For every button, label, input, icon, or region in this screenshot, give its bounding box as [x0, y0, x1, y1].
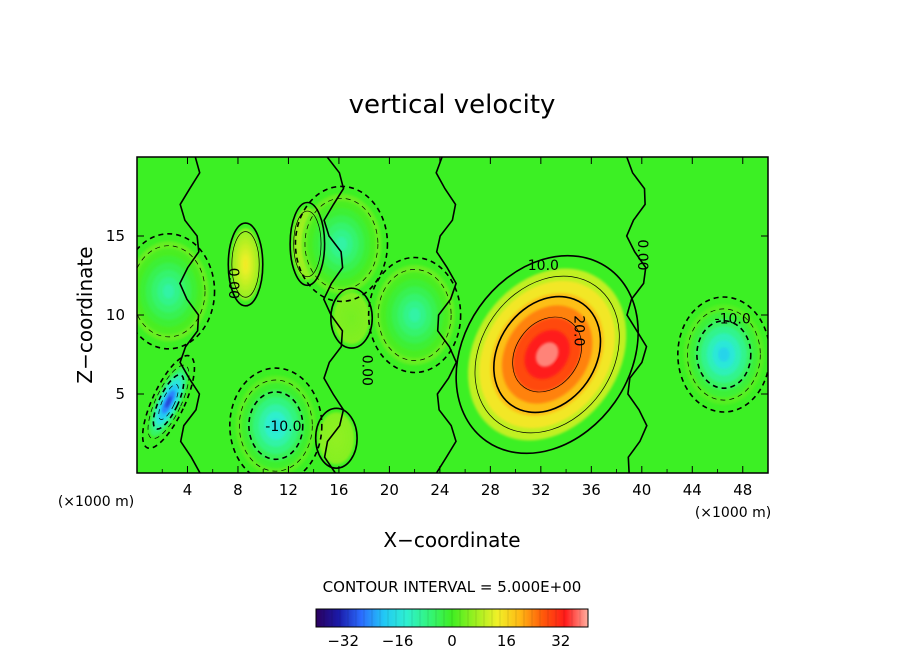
contour-line — [227, 222, 264, 307]
x-tick-label: 36 — [582, 481, 601, 499]
chart-title: vertical velocity — [349, 90, 556, 120]
contour-line — [304, 197, 379, 290]
contour-line — [293, 210, 322, 278]
contour-line — [367, 256, 462, 374]
field-shade — [270, 418, 282, 433]
contour-label-group: -10.0 — [265, 419, 301, 435]
colorbar: −32 −16 0 16 32 — [315, 608, 589, 650]
contour-label-group: 0.00 — [634, 239, 650, 270]
contour-label: -10.0 — [265, 419, 301, 435]
contour-interval-label: CONTOUR INTERVAL = 5.000E+00 — [323, 578, 582, 596]
zero-contour — [179, 157, 201, 473]
contour-line — [238, 379, 313, 472]
y-unit-label: (×1000 m) — [58, 494, 134, 510]
colorbar-tick-label: 0 — [447, 632, 457, 650]
contour-line — [152, 373, 185, 430]
contour-lines — [137, 157, 768, 473]
y-tick-label: 5 — [115, 385, 125, 403]
x-tick-label: 44 — [683, 481, 702, 499]
x-tick-label: 8 — [233, 481, 243, 499]
colorbar-tick-label: −32 — [327, 632, 359, 650]
y-axis-title: Z−coordinate — [73, 246, 97, 383]
field-shade — [348, 314, 355, 322]
colorbar-gradient — [316, 609, 588, 627]
y-tick-label: 10 — [106, 306, 125, 324]
contour-line — [141, 354, 196, 450]
field-shade — [333, 434, 339, 442]
contour-label: 20.0 — [571, 315, 587, 346]
contour-line — [474, 275, 620, 434]
colorbar-frame — [315, 608, 589, 628]
x-tick-label: 16 — [329, 481, 348, 499]
zero-contour — [322, 157, 345, 473]
contour-line — [294, 185, 389, 303]
x-tick-label: 48 — [733, 481, 752, 499]
x-tick-label: 24 — [430, 481, 449, 499]
contour-label: 10.0 — [528, 258, 559, 274]
plot-area: 10.020.00.000.000.00-10.0-10.0 4 8 12 16 20 2… — [106, 156, 769, 499]
field-shade — [243, 259, 248, 270]
x-tick-label: 12 — [279, 481, 298, 499]
contour-line — [455, 254, 639, 455]
zero-contour — [625, 157, 648, 473]
contour-line — [330, 287, 374, 349]
contour-label-group: -10.0 — [715, 312, 751, 328]
y-axis-ticks: 5 10 15 — [106, 227, 768, 403]
contour-line — [158, 383, 179, 420]
field-shade — [535, 342, 559, 367]
contour-label-group: 10.0 — [528, 258, 559, 274]
contour-label: 0.00 — [225, 268, 241, 299]
contour-line — [147, 364, 190, 440]
field-shade — [165, 396, 172, 408]
contour-line — [248, 391, 304, 461]
contour-label: 0.00 — [634, 239, 650, 270]
colorbar-tick-label: −16 — [382, 632, 414, 650]
contour-line — [231, 231, 260, 298]
colorbar-ticks: −32 −16 0 16 32 — [327, 632, 570, 650]
contour-line — [687, 308, 761, 401]
contour-line — [314, 407, 358, 469]
contour-line — [289, 201, 326, 287]
field-shade — [408, 307, 421, 323]
field-shade — [718, 347, 730, 362]
field-shade — [162, 284, 175, 299]
colorbar-tick-label: 16 — [497, 632, 516, 650]
field-shading — [137, 193, 764, 473]
contour-line — [677, 296, 768, 413]
colorbar-stripes — [323, 609, 581, 627]
contour-line — [377, 269, 452, 361]
contour-labels: 10.0 20.0 0.00 0.00 0.00 -10.0 -10.0 — [225, 239, 751, 435]
contour-line — [137, 233, 216, 350]
zero-contour — [435, 157, 458, 473]
contour-line — [696, 320, 752, 389]
x-tick-label: 20 — [380, 481, 399, 499]
contour-line — [229, 367, 323, 473]
x-tick-label: 4 — [183, 481, 193, 499]
x-tick-label: 32 — [531, 481, 550, 499]
x-axis-ticks: 4 8 12 16 20 24 28 32 36 40 44 48 — [161, 157, 752, 499]
contour-label-group: 0.00 — [225, 268, 241, 299]
x-tick-label: 28 — [481, 481, 500, 499]
contour-label-group: 20.0 — [571, 315, 587, 346]
contour-label: 0.00 — [359, 355, 375, 386]
x-axis-title: X−coordinate — [383, 528, 520, 552]
colorbar-tick-label: 32 — [551, 632, 570, 650]
contour-line — [512, 316, 582, 393]
contour-line — [493, 295, 602, 414]
contour-label-group: 0.00 — [359, 355, 375, 386]
contour-label: -10.0 — [715, 312, 751, 328]
x-tick-label: 40 — [632, 481, 651, 499]
field-shade — [335, 236, 348, 252]
x-unit-label: (×1000 m) — [695, 505, 771, 521]
y-tick-label: 15 — [106, 227, 125, 245]
contour-line — [137, 245, 206, 338]
